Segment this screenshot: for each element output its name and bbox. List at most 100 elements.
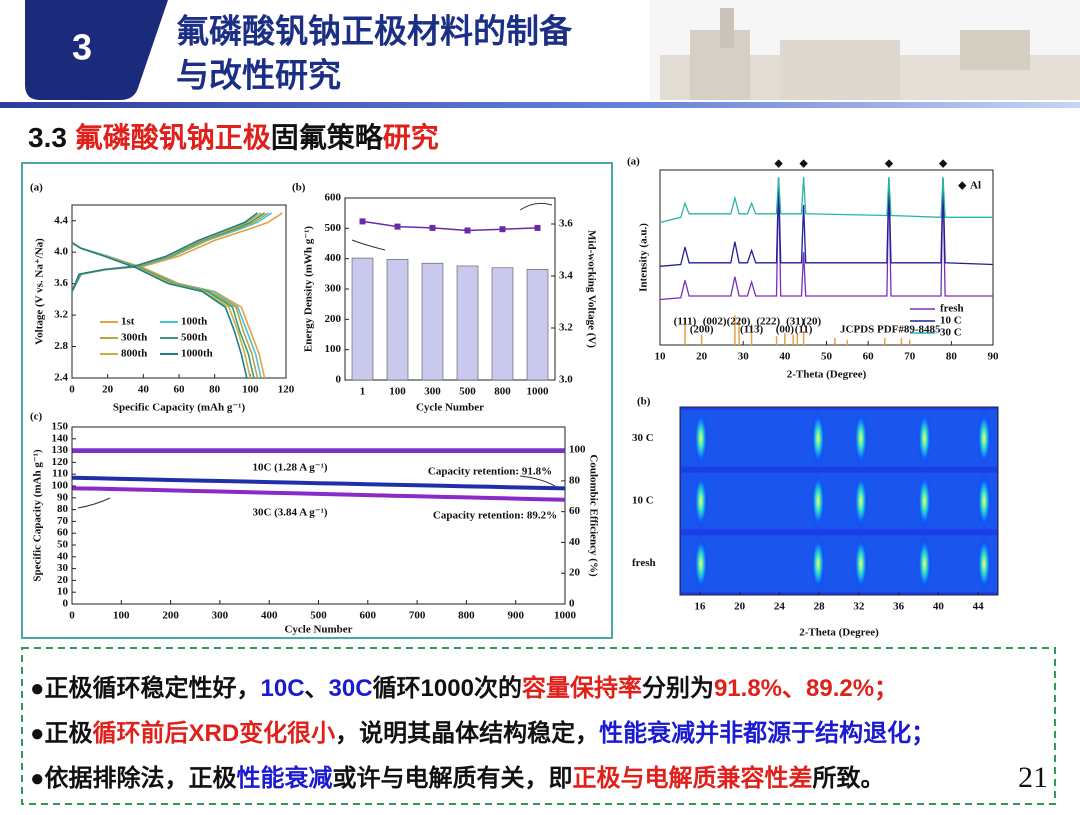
- y-axis-title: Voltage (V vs. Na⁺/Na): [34, 238, 46, 345]
- legend-label: 1st: [121, 316, 135, 328]
- x-tick-label: 30: [738, 351, 750, 363]
- bar: [491, 267, 514, 381]
- hkl-label: (200): [690, 324, 714, 336]
- x-tick-label: 800: [494, 386, 511, 398]
- section-title: 3.3 氟磷酸钒钠正极固氟策略研究: [28, 121, 439, 153]
- section-number: 3: [72, 27, 92, 68]
- x-tick-label: 60: [863, 351, 875, 363]
- y-tick-label: 110: [52, 468, 68, 480]
- diffraction-peak: [977, 472, 992, 530]
- row-band: [681, 410, 997, 467]
- y-tick-label: 40: [57, 550, 69, 562]
- panel-label: (a): [627, 156, 640, 168]
- diffraction-peak: [977, 410, 992, 467]
- y-tick-label: 70: [57, 515, 69, 527]
- y-tick-label: 140: [52, 432, 69, 444]
- hkl-label: (113): [740, 324, 764, 336]
- x-tick-label: 40: [933, 601, 945, 613]
- row-band: [681, 472, 997, 530]
- y-tick-label: 0: [63, 598, 69, 610]
- x-axis-title: 2-Theta (Degree): [799, 627, 879, 639]
- y2-tick-label: 20: [569, 567, 581, 579]
- y-tick-label: 3.6: [54, 277, 68, 289]
- x-tick-label: 800: [458, 610, 475, 622]
- row-band: [681, 535, 997, 592]
- y-tick-label: 50: [57, 539, 69, 551]
- bar: [386, 258, 409, 381]
- row-label: 30 C: [632, 432, 654, 444]
- plot-frame: [344, 197, 556, 381]
- y2-axis-title: Coulombic Efficiency (%): [587, 454, 599, 577]
- x-tick-label: 70: [904, 351, 916, 363]
- legend-label: 10 C: [940, 315, 962, 327]
- bar: [526, 268, 549, 381]
- text-segment: 分别为: [642, 675, 714, 702]
- hkl-label: (11): [795, 324, 813, 336]
- x-tick-label: 1000: [554, 610, 577, 622]
- text-segment: 研究: [383, 121, 439, 153]
- text-segment: 循环前后XRD变化很小: [93, 719, 336, 747]
- x-tick-label: 400: [261, 610, 278, 622]
- y-tick-label: 20: [57, 574, 69, 586]
- y-tick-label: 400: [325, 252, 342, 264]
- x-tick-label: 80: [209, 384, 221, 396]
- diffraction-peak: [917, 410, 932, 467]
- diffraction-peak: [853, 410, 868, 467]
- curve: [71, 242, 252, 379]
- text-segment: 或许与电解质有关，即: [333, 764, 573, 792]
- diffraction-peak: [693, 472, 708, 530]
- xrd-pattern: [659, 176, 993, 224]
- x-tick-label: 0: [69, 610, 75, 622]
- y-axis-title: Intensity (a.u.): [638, 223, 650, 292]
- text-segment: ●正极循环稳定性好，: [30, 674, 261, 702]
- bar: [351, 257, 374, 381]
- legend-label: 1000th: [181, 348, 213, 360]
- y2-tick-label: 40: [569, 536, 581, 548]
- panel-label: (c): [30, 411, 43, 423]
- x-axis-title: 2-Theta (Degree): [787, 369, 867, 381]
- x-tick-label: 36: [893, 601, 905, 613]
- hkl-label: (002)(220): [703, 316, 751, 328]
- summary-frame: [21, 647, 1056, 805]
- voltage-point: [464, 227, 471, 234]
- arrow: [77, 497, 111, 509]
- hkl-label: (111): [674, 316, 697, 328]
- y-axis-title: Energy Density (mWh g⁻¹): [303, 226, 315, 352]
- al-marker: ◆: [774, 158, 783, 170]
- y2-tick-label: 3.0: [559, 374, 573, 386]
- x-tick-label: 20: [696, 351, 708, 363]
- y-tick-label: 2.8: [54, 340, 68, 352]
- y-tick-label: 90: [57, 491, 69, 503]
- y2-tick-label: 0: [569, 598, 575, 610]
- x-tick-label: 100: [389, 386, 406, 398]
- x-axis-title: Cycle Number: [284, 624, 352, 636]
- y-tick-label: 2.4: [54, 372, 68, 384]
- arrow: [519, 475, 556, 487]
- x-tick-label: 28: [814, 601, 826, 613]
- legend-label: fresh: [940, 303, 964, 315]
- y2-tick-label: 3.4: [559, 270, 573, 282]
- x-tick-label: 90: [988, 351, 1000, 363]
- al-legend-symbol: ◆: [958, 180, 967, 192]
- al-marker: ◆: [885, 158, 894, 170]
- plot-frame: [71, 204, 287, 379]
- bullet: ●正极循环前后XRD变化很小，说明其晶体结构稳定，性能衰减并非都源于结构退化；: [30, 719, 935, 747]
- panel-label: (a): [30, 182, 43, 194]
- panel-label: (b): [292, 182, 306, 194]
- al-legend-label: Al: [970, 180, 981, 192]
- text-segment: 氟磷酸钒钠正极: [75, 122, 271, 153]
- x-tick-label: 1000: [527, 386, 550, 398]
- diffraction-peak: [811, 410, 826, 467]
- annotation: Capacity retention: 89.2%: [433, 510, 557, 522]
- text-segment: 容量保持率: [522, 674, 642, 702]
- y2-tick-label: 100: [569, 444, 586, 456]
- x-axis-title: Specific Capacity (mAh g⁻¹): [113, 402, 246, 414]
- text-segment: 3.3: [28, 122, 75, 153]
- y2-tick-label: 60: [569, 505, 581, 517]
- text-segment: 30C: [329, 675, 373, 702]
- diffraction-peak: [811, 472, 826, 530]
- text-segment: 10C: [261, 675, 305, 702]
- legend-label: 30 C: [940, 327, 962, 339]
- text-segment: 固氟策略: [271, 121, 384, 153]
- text-segment: 性能衰减并非都源于结构退化；: [599, 719, 935, 747]
